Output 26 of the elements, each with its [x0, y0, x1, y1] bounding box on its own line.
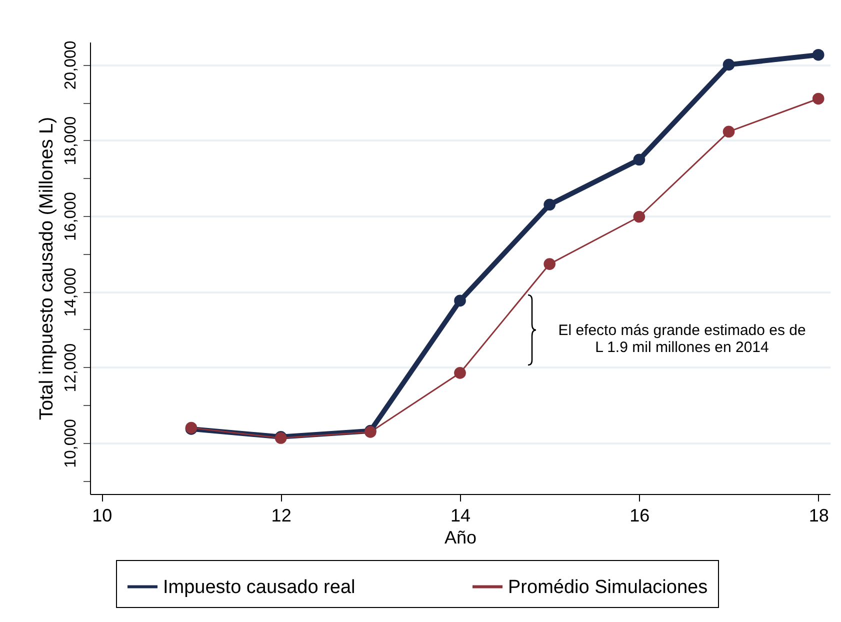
point	[722, 126, 735, 138]
x-tick-label: 14	[450, 506, 471, 526]
point	[812, 48, 824, 61]
x-tick-label: 10	[92, 506, 112, 526]
point	[544, 198, 556, 211]
y-tick-label: 10,000	[62, 418, 80, 468]
y-tick-label: 12,000	[62, 343, 80, 392]
x-axis-title: Año	[444, 528, 477, 548]
point	[454, 367, 466, 379]
y-tick-label: 14,000	[62, 268, 80, 317]
point	[633, 154, 646, 166]
y-tick-label: 20,000	[62, 40, 80, 90]
point	[722, 58, 735, 71]
y-axis-title: Total impuesto causado (Millones L)	[36, 116, 58, 420]
x-tick-label: 12	[271, 506, 292, 526]
annotation: El efecto más grande estimado es de L 1.9 mil millones en 2014	[558, 322, 806, 356]
legend-label: Promédio Simulaciones	[508, 576, 708, 598]
point	[812, 92, 824, 105]
legend-label: Impuesto causado real	[163, 576, 356, 598]
y-tick-label: 18,000	[62, 116, 80, 166]
x-tick-label: 18	[808, 506, 829, 526]
point	[633, 210, 646, 223]
point	[544, 258, 556, 270]
y-tick-label: 16,000	[62, 192, 80, 241]
point	[454, 294, 466, 307]
x-tick-label: 16	[630, 506, 650, 526]
